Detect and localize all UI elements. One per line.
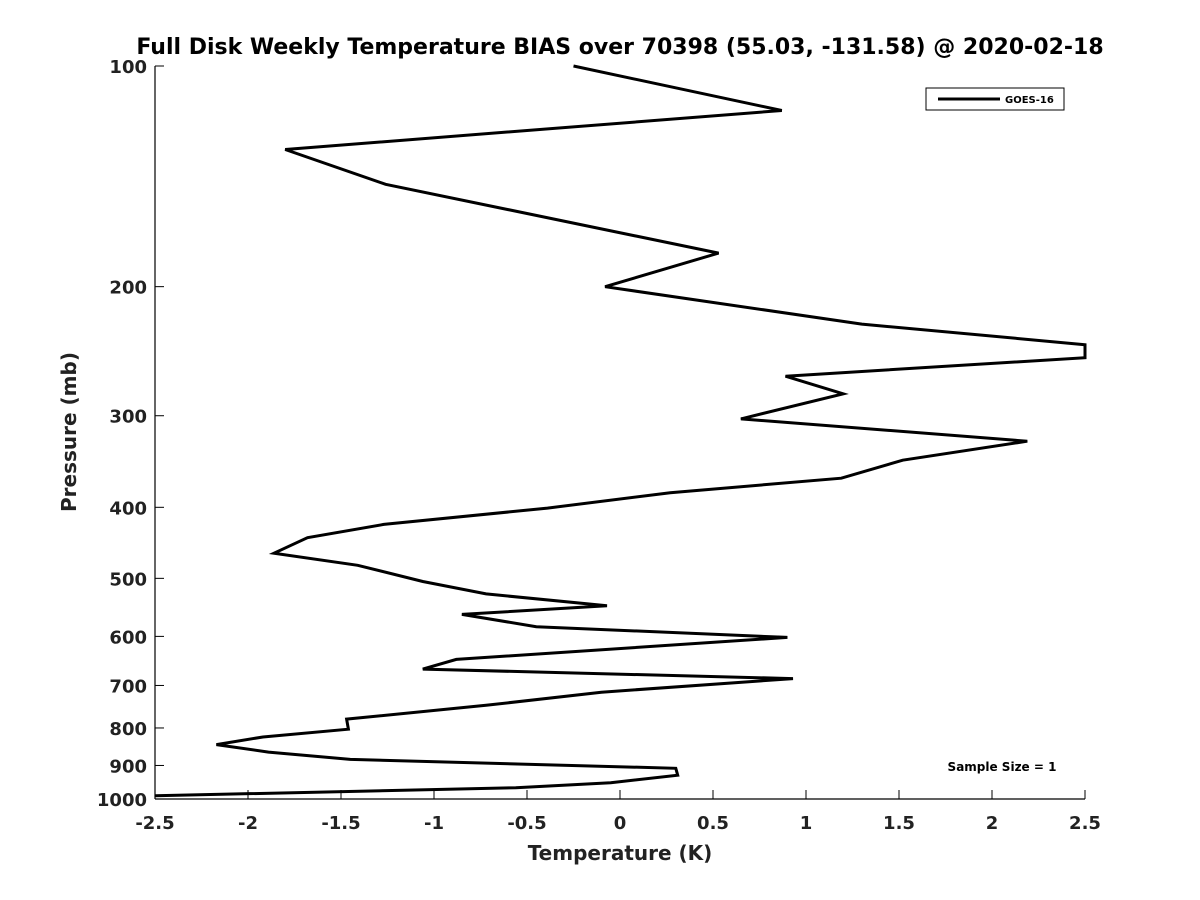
series-layer [154,64,1087,798]
x-tick-label: -1 [424,813,444,834]
y-axis-label: Pressure (mb) [57,352,81,512]
y-tick-label: 800 [109,719,147,740]
x-tick-label: -2.5 [135,813,174,834]
y-tick-label: 200 [109,278,147,299]
y-tick-label: 400 [109,498,147,519]
y-tick-label: 900 [109,756,147,777]
x-tick-label: -0.5 [507,813,546,834]
x-tick-label: 0 [614,813,627,834]
x-tick-label: 1.5 [883,813,915,834]
x-tick-label: 1 [800,813,813,834]
x-axis-ticks: -2.5 -2 -1.5 -1 -0.5 0 0.5 1 1.5 2 2.5 [135,790,1101,834]
y-tick-label: 1000 [97,790,147,811]
y-tick-label: 500 [109,569,147,590]
x-tick-label: -1.5 [321,813,360,834]
x-tick-label: 0.5 [697,813,729,834]
x-axis-label: Temperature (K) [528,841,713,865]
y-axis-ticks: 100 200 300 400 500 600 700 800 900 1000 [97,57,164,811]
series-line-goes-16 [154,64,1087,798]
y-tick-label: 300 [109,407,147,428]
y-tick-label: 100 [109,57,147,78]
x-tick-label: 2 [986,813,999,834]
x-tick-label: -2 [238,813,258,834]
sample-size-annotation: Sample Size = 1 [948,760,1057,774]
y-tick-label: 700 [109,676,147,697]
legend-entry-goes-16: GOES-16 [1005,95,1054,106]
y-tick-label: 600 [109,627,147,648]
plot-area: -2.5 -2 -1.5 -1 -0.5 0 0.5 1 1.5 2 2.5 100 200 300 40… [97,57,1101,834]
x-tick-label: 2.5 [1069,813,1101,834]
legend: GOES-16 [925,87,1065,111]
chart-title: Full Disk Weekly Temperature BIAS over 7… [136,35,1103,60]
